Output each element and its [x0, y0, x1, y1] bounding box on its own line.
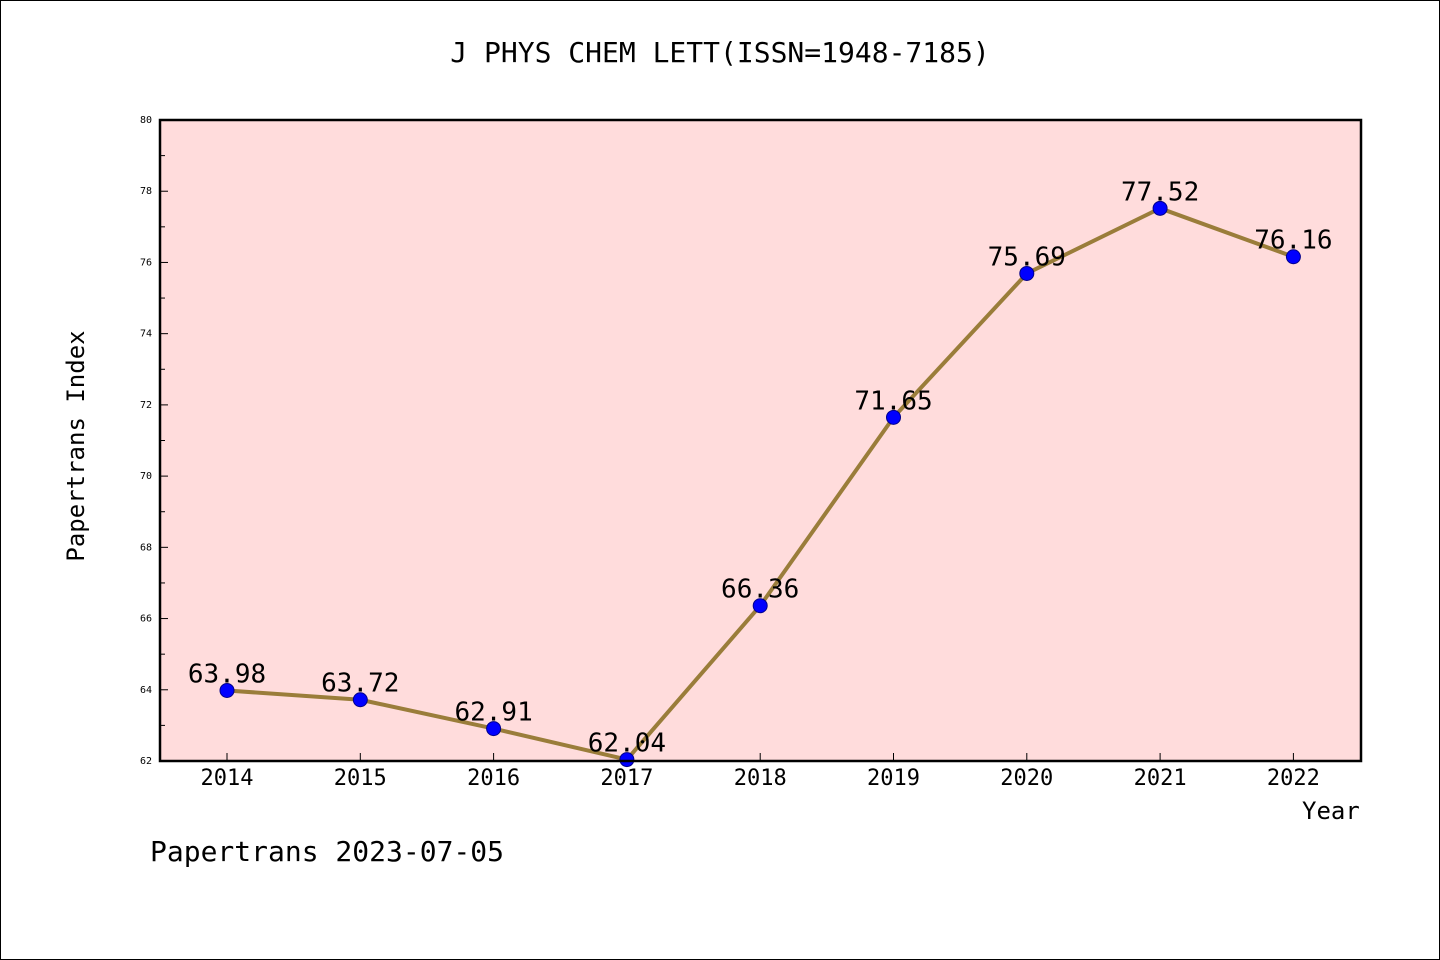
- x-tick-label: 2018: [734, 766, 787, 791]
- data-point: [752, 598, 768, 614]
- data-label: 75.69: [988, 242, 1066, 272]
- y-tick-label: 62: [140, 756, 152, 767]
- data-label: 62.04: [588, 729, 666, 759]
- x-tick-label: 2014: [201, 766, 254, 791]
- x-tick-label: 2017: [600, 766, 653, 791]
- y-tick-label: 66: [140, 614, 152, 625]
- y-tick-label: 74: [140, 329, 152, 340]
- data-point: [486, 721, 502, 737]
- data-point: [886, 409, 901, 425]
- footer-credit: Papertrans 2023-07-05: [150, 835, 505, 868]
- data-point: [219, 682, 235, 698]
- data-label: 63.72: [321, 669, 399, 699]
- x-axis-title: Year: [1302, 797, 1360, 825]
- x-tick-label: 2015: [334, 766, 387, 791]
- y-tick-label: 76: [140, 257, 152, 268]
- x-tick-label: 2020: [1000, 766, 1053, 791]
- data-point: [619, 752, 635, 768]
- data-label: 66.36: [721, 575, 799, 605]
- y-tick-label: 72: [140, 400, 152, 411]
- data-label: 77.52: [1121, 177, 1199, 207]
- x-tick-label: 2021: [1134, 766, 1187, 791]
- y-tick-label: 64: [140, 685, 152, 696]
- y-tick-label: 70: [140, 471, 152, 482]
- plot-border: [158, 118, 1363, 763]
- x-tick-label: 2022: [1267, 766, 1320, 791]
- data-point: [1152, 200, 1168, 216]
- data-label: 71.65: [854, 386, 932, 416]
- data-label: 63.98: [188, 659, 266, 689]
- data-point: [352, 692, 368, 708]
- x-tick-label: 2019: [867, 766, 920, 791]
- plot-area: [160, 120, 1361, 761]
- data-point: [1285, 249, 1301, 265]
- data-label: 62.91: [454, 698, 532, 728]
- data-point: [1019, 265, 1035, 281]
- y-tick-label: 80: [140, 115, 152, 126]
- data-label: 76.16: [1254, 226, 1332, 256]
- y-tick-label: 68: [140, 542, 152, 553]
- chart-title: J PHYS CHEM LETT(ISSN=1948-7185): [450, 36, 990, 69]
- y-tick-label: 78: [140, 186, 152, 197]
- x-tick-label: 2016: [467, 766, 520, 791]
